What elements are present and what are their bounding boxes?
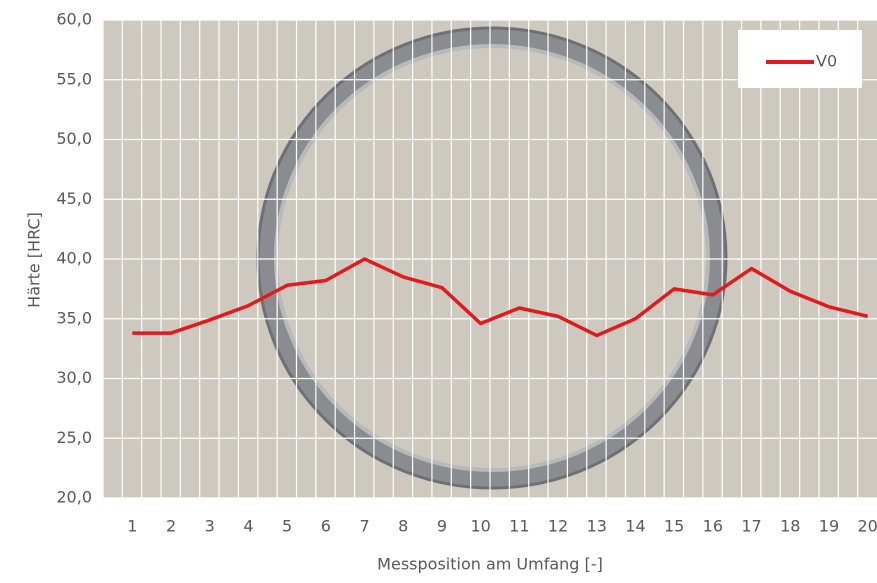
x-tick-label: 1 bbox=[127, 517, 137, 536]
legend-box bbox=[738, 30, 862, 88]
x-tick-label: 2 bbox=[166, 517, 176, 536]
x-tick-label: 12 bbox=[548, 517, 568, 536]
x-tick-label: 7 bbox=[359, 517, 369, 536]
x-tick-label: 20 bbox=[857, 517, 877, 536]
y-axis-label: Härte [HRC] bbox=[25, 212, 44, 308]
y-tick-label: 35,0 bbox=[56, 308, 92, 327]
x-tick-label: 18 bbox=[780, 517, 800, 536]
x-tick-label: 9 bbox=[437, 517, 447, 536]
marks bbox=[132, 257, 869, 338]
x-tick-label: 11 bbox=[509, 517, 529, 536]
legend-label: V0 bbox=[816, 52, 837, 71]
y-tick-label: 20,0 bbox=[56, 488, 92, 507]
x-tick-label: 13 bbox=[587, 517, 607, 536]
y-tick-label: 50,0 bbox=[56, 129, 92, 148]
y-tick-label: 55,0 bbox=[56, 69, 92, 88]
x-tick-label: 14 bbox=[625, 517, 645, 536]
data-line bbox=[132, 257, 869, 338]
y-tick-label: 40,0 bbox=[56, 249, 92, 268]
x-tick-label: 5 bbox=[282, 517, 292, 536]
x-tick-label: 8 bbox=[398, 517, 408, 536]
x-tick-label: 15 bbox=[664, 517, 684, 536]
x-tick-label: 19 bbox=[819, 517, 839, 536]
x-axis-label: Messposition am Umfang [-] bbox=[377, 555, 603, 574]
x-tick-label: 4 bbox=[243, 517, 253, 536]
y-tick-label: 25,0 bbox=[56, 428, 92, 447]
x-tick-label: 16 bbox=[703, 517, 723, 536]
x-tick-label: 6 bbox=[321, 517, 331, 536]
y-tick-label: 30,0 bbox=[56, 368, 92, 387]
legend: V0 bbox=[738, 30, 862, 88]
grid bbox=[102, 19, 877, 499]
x-tick-label: 10 bbox=[470, 517, 490, 536]
y-tick-label: 45,0 bbox=[56, 189, 92, 208]
x-tick-label: 17 bbox=[741, 517, 761, 536]
y-tick-label: 60,0 bbox=[56, 10, 92, 29]
x-tick-label: 3 bbox=[205, 517, 215, 536]
